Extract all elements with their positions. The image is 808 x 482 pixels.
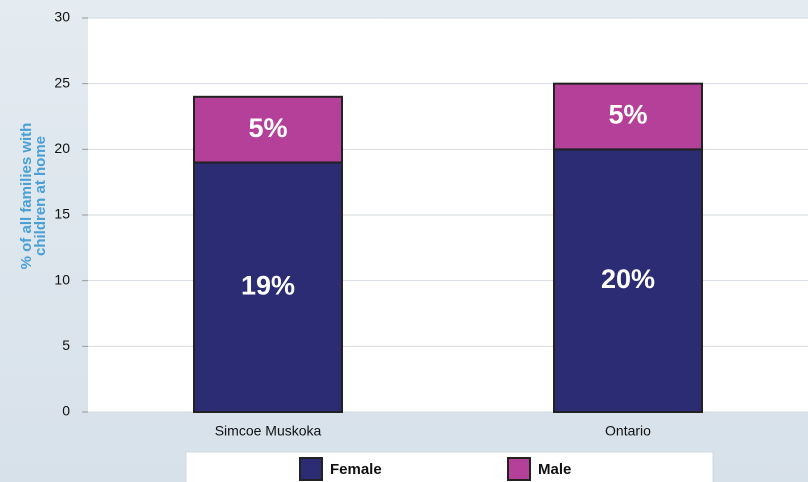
y-tick-label: 15	[54, 206, 70, 222]
legend-swatch	[299, 457, 323, 481]
bar-segment	[193, 161, 343, 413]
legend-box	[185, 451, 714, 482]
bar-segment	[553, 148, 703, 413]
x-tick-label: Simcoe Muskoka	[215, 423, 322, 439]
x-tick-label: Ontario	[605, 423, 651, 439]
legend-swatch	[507, 457, 531, 481]
data-label: 5%	[248, 113, 287, 143]
y-tick-label: 20	[54, 140, 70, 156]
data-label: 19%	[241, 270, 295, 300]
y-tick-label: 0	[62, 403, 70, 419]
legend-label: Female	[330, 461, 382, 478]
bar-segment	[193, 95, 343, 164]
data-label: 5%	[608, 100, 647, 130]
y-tick-label: 30	[54, 9, 70, 25]
bar-segment	[553, 82, 703, 151]
y-tick-label: 25	[54, 74, 70, 90]
y-tick-label: 10	[54, 271, 70, 287]
data-label: 20%	[601, 264, 655, 294]
y-tick-label: 5	[62, 337, 70, 353]
legend-label: Male	[538, 461, 571, 478]
y-axis-label: % of all families with children at home	[18, 122, 49, 270]
